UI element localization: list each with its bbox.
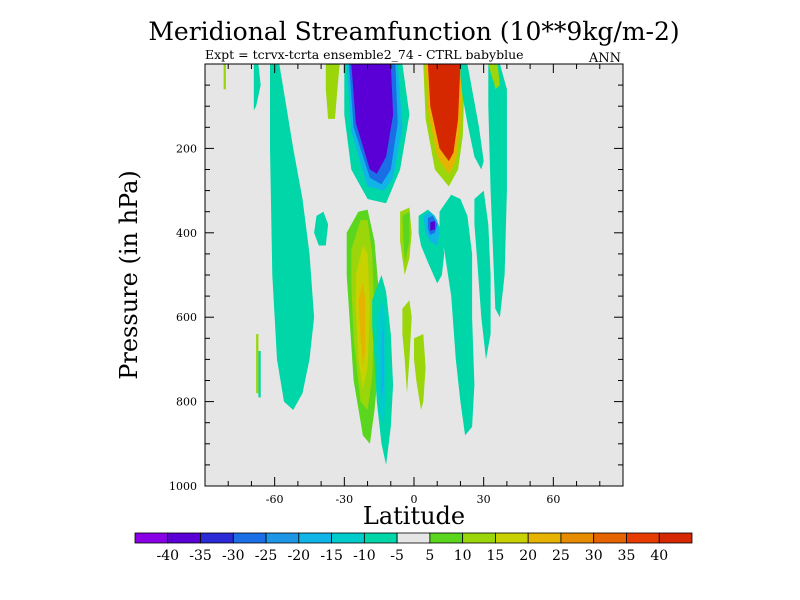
contour-region xyxy=(490,64,500,90)
colorbar-swatch xyxy=(462,532,496,544)
season-label: ANN xyxy=(588,51,621,66)
x-tick-label: -60 xyxy=(266,493,284,506)
colorbar-swatch xyxy=(363,532,398,544)
colorbar-label: 20 xyxy=(519,548,537,564)
contour-region xyxy=(430,221,435,231)
colorbar-swatch xyxy=(232,532,267,544)
contour-region xyxy=(402,300,412,394)
colorbar-label: 35 xyxy=(618,548,636,564)
colorbar-swatch xyxy=(495,532,529,544)
colorbar-swatch xyxy=(560,532,595,544)
colorbar xyxy=(134,532,693,544)
colorbar-label: -10 xyxy=(353,548,376,564)
contour-region xyxy=(430,64,459,151)
contour-regions xyxy=(223,64,507,465)
colorbar-label: -30 xyxy=(222,548,245,564)
colorbar-swatch xyxy=(200,532,234,544)
colorbar-label: -15 xyxy=(320,548,343,564)
colorbar-swatch xyxy=(626,532,660,544)
contour-region xyxy=(223,64,226,90)
y-tick-label: 600 xyxy=(176,311,197,324)
contour-region xyxy=(351,64,394,174)
x-tick-label: 30 xyxy=(477,493,491,506)
chart-subtitle: Expt = tcrvx-tcrta ensemble2_74 - CTRL b… xyxy=(205,47,524,62)
colorbar-label: 30 xyxy=(585,548,603,564)
colorbar-label: -40 xyxy=(156,548,179,564)
contour-region xyxy=(253,64,261,111)
contour-region xyxy=(256,334,259,394)
colorbar-label: 5 xyxy=(425,548,434,564)
plot-area xyxy=(205,64,623,486)
colorbar-swatch xyxy=(658,532,693,544)
axis-ticks xyxy=(205,64,623,486)
y-axis-label: Pressure (in hPa) xyxy=(115,170,143,380)
contour-region xyxy=(402,211,410,263)
y-tick-labels: 200 400 600 800 1000 xyxy=(169,142,197,493)
contour-region xyxy=(439,194,475,436)
colorbar-swatch xyxy=(265,532,300,544)
x-tick-label: 60 xyxy=(546,493,560,506)
colorbar-swatch xyxy=(429,532,464,544)
colorbar-label: -20 xyxy=(288,548,311,564)
colorbar-label: -5 xyxy=(390,548,404,564)
x-axis-label: Latitude xyxy=(363,502,465,530)
colorbar-label: 10 xyxy=(454,548,472,564)
contour-region xyxy=(381,325,384,402)
contour-region xyxy=(474,190,491,360)
chart-title: Meridional Streamfunction (10**9kg/m-2) xyxy=(148,17,679,46)
colorbar-swatch xyxy=(167,532,201,544)
colorbar-labels: -40 -35 -30 -25 -20 -15 -10 -5 5 10 15 20 25 30 35 40 xyxy=(156,548,668,564)
colorbar-swatch xyxy=(396,532,431,544)
x-tick-labels: -60 -30 0 30 60 xyxy=(266,493,561,506)
y-tick-label: 1000 xyxy=(169,480,197,493)
colorbar-swatch xyxy=(593,532,627,544)
contour-region xyxy=(488,64,507,318)
colorbar-swatch xyxy=(298,532,332,544)
colorbar-label: 25 xyxy=(552,548,570,564)
y-tick-label: 200 xyxy=(176,142,197,155)
contour-region xyxy=(258,351,261,398)
colorbar-label: -35 xyxy=(189,548,212,564)
x-tick-label: 0 xyxy=(411,493,418,506)
x-tick-label: -30 xyxy=(335,493,353,506)
y-tick-label: 400 xyxy=(176,227,197,240)
y-tick-label: 800 xyxy=(176,396,197,409)
colorbar-swatch xyxy=(134,532,169,544)
colorbar-swatch xyxy=(527,532,562,544)
contour-region xyxy=(460,64,484,170)
contour-region xyxy=(325,64,340,119)
contour-region xyxy=(414,334,426,410)
contour-region xyxy=(270,64,315,410)
colorbar-label: 15 xyxy=(486,548,504,564)
contour-region xyxy=(358,283,366,368)
colorbar-label: 40 xyxy=(650,548,668,564)
colorbar-label: -25 xyxy=(255,548,278,564)
contour-region xyxy=(314,211,329,246)
colorbar-swatch xyxy=(331,532,365,544)
